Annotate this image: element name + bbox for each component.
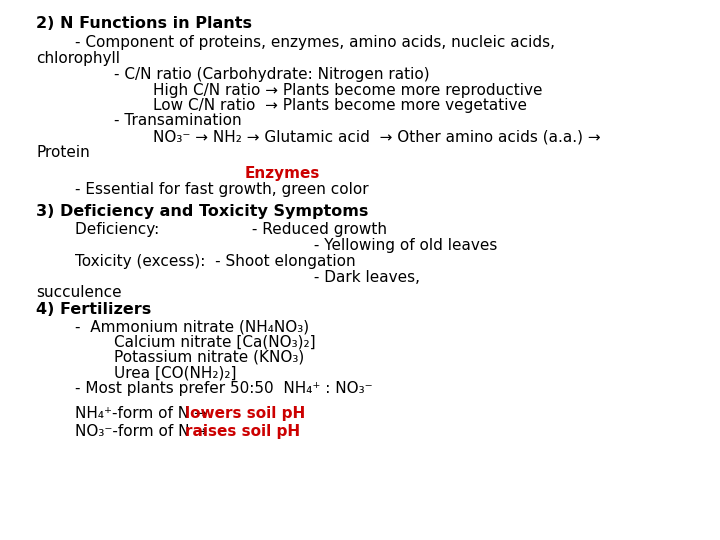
Text: - C/N ratio (Carbohydrate: Nitrogen ratio): - C/N ratio (Carbohydrate: Nitrogen rati… bbox=[36, 68, 430, 83]
Text: Low C/N ratio  → Plants become more vegetative: Low C/N ratio → Plants become more veget… bbox=[36, 98, 527, 113]
Text: NH₄⁺-form of N →: NH₄⁺-form of N → bbox=[36, 406, 212, 421]
Text: 4) Fertilizers: 4) Fertilizers bbox=[36, 302, 151, 318]
Text: NO₃⁻-form of N →: NO₃⁻-form of N → bbox=[36, 424, 212, 439]
Text: Urea [CO(NH₂)₂]: Urea [CO(NH₂)₂] bbox=[36, 365, 236, 380]
Text: - Most plants prefer 50:50  NH₄⁺ : NO₃⁻: - Most plants prefer 50:50 NH₄⁺ : NO₃⁻ bbox=[36, 381, 373, 396]
Text: chlorophyll: chlorophyll bbox=[36, 51, 120, 66]
Text: succulence: succulence bbox=[36, 285, 122, 300]
Text: NO₃⁻ → NH₂ → Glutamic acid  → Other amino acids (a.a.) →: NO₃⁻ → NH₂ → Glutamic acid → Other amino… bbox=[36, 130, 600, 145]
Text: -  Ammonium nitrate (NH₄NO₃): - Ammonium nitrate (NH₄NO₃) bbox=[36, 320, 309, 335]
Text: Enzymes: Enzymes bbox=[245, 166, 320, 181]
Text: - Essential for fast growth, green color: - Essential for fast growth, green color bbox=[36, 182, 369, 197]
Text: 2) N Functions in Plants: 2) N Functions in Plants bbox=[36, 16, 252, 31]
Text: Protein: Protein bbox=[36, 145, 90, 160]
Text: 3) Deficiency and Toxicity Symptoms: 3) Deficiency and Toxicity Symptoms bbox=[36, 204, 369, 219]
Text: - Transamination: - Transamination bbox=[36, 113, 242, 128]
Text: - Component of proteins, enzymes, amino acids, nucleic acids,: - Component of proteins, enzymes, amino … bbox=[36, 35, 555, 50]
Text: Calcium nitrate [Ca(NO₃)₂]: Calcium nitrate [Ca(NO₃)₂] bbox=[36, 335, 315, 350]
Text: raises soil pH: raises soil pH bbox=[185, 424, 300, 439]
Text: - Yellowing of old leaves: - Yellowing of old leaves bbox=[36, 238, 498, 253]
Text: Deficiency:                   - Reduced growth: Deficiency: - Reduced growth bbox=[36, 222, 387, 238]
Text: High C/N ratio → Plants become more reproductive: High C/N ratio → Plants become more repr… bbox=[36, 83, 542, 98]
Text: Toxicity (excess):  - Shoot elongation: Toxicity (excess): - Shoot elongation bbox=[36, 254, 356, 269]
Text: Potassium nitrate (KNO₃): Potassium nitrate (KNO₃) bbox=[36, 350, 305, 365]
Text: lowers soil pH: lowers soil pH bbox=[185, 406, 305, 421]
Text: - Dark leaves,: - Dark leaves, bbox=[36, 270, 420, 285]
